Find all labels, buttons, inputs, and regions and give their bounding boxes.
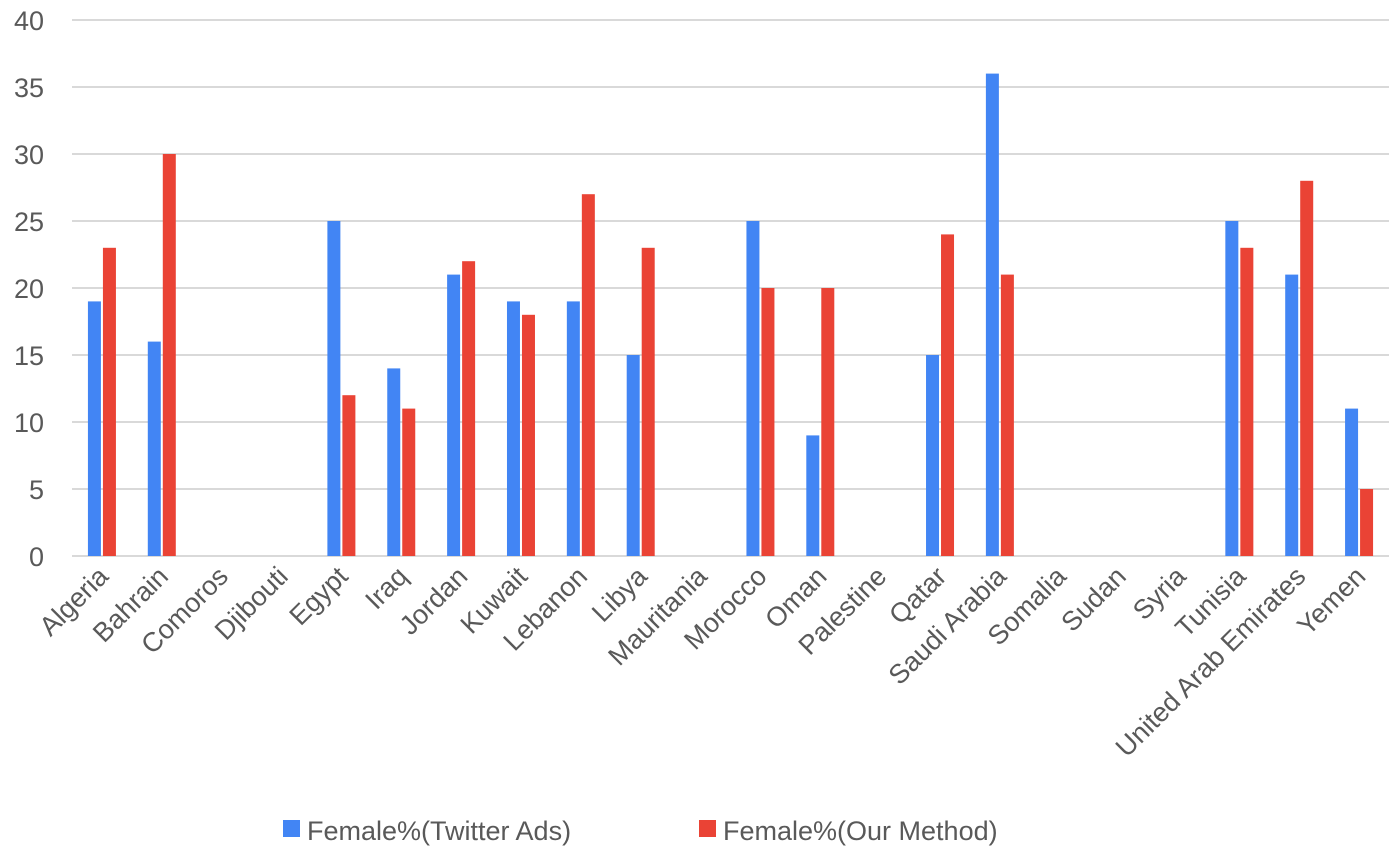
bar-our-method	[761, 288, 775, 556]
bar-twitter-ads	[387, 368, 401, 556]
bar-our-method	[1300, 180, 1314, 557]
legend-swatch	[699, 820, 716, 837]
bar-twitter-ads	[806, 435, 820, 556]
bar-our-method	[1000, 274, 1014, 556]
y-tick-label: 10	[14, 408, 44, 438]
bar-twitter-ads	[147, 341, 161, 556]
y-tick-label: 20	[14, 274, 44, 304]
bar-our-method	[402, 408, 416, 556]
bar-twitter-ads	[447, 274, 461, 556]
bar-twitter-ads	[1225, 221, 1239, 556]
bar-twitter-ads	[926, 355, 940, 556]
y-tick-label: 0	[29, 542, 44, 572]
legend-label: Female%(Our Method)	[723, 816, 998, 846]
bar-our-method	[1360, 489, 1374, 556]
legend-label: Female%(Twitter Ads)	[307, 816, 571, 846]
bar-our-method	[941, 234, 955, 556]
bar-our-method	[462, 261, 476, 556]
bar-twitter-ads	[87, 301, 101, 556]
bar-twitter-ads	[1285, 274, 1299, 556]
bar-our-method	[821, 288, 835, 556]
legend-swatch	[283, 820, 300, 837]
bar-our-method	[641, 247, 655, 557]
bar-twitter-ads	[985, 73, 999, 556]
y-tick-label: 25	[14, 207, 44, 237]
bar-twitter-ads	[566, 301, 580, 556]
legend: Female%(Twitter Ads) Female%(Our Method)	[283, 816, 998, 846]
bar-our-method	[342, 395, 356, 556]
bar-twitter-ads	[626, 355, 640, 556]
y-tick-label: 35	[14, 73, 44, 103]
bar-our-method	[102, 247, 116, 557]
y-tick-label: 40	[14, 6, 44, 36]
bar-our-method	[521, 314, 535, 556]
gridlines	[72, 19, 1389, 557]
bar-our-method	[1240, 247, 1254, 557]
y-axis-ticks: 0 5 10 15 20 25 30 35 40	[14, 6, 44, 572]
bar-our-method	[162, 154, 176, 556]
bar-our-method	[581, 194, 595, 556]
x-tick-label: Yemen	[1291, 561, 1371, 641]
y-tick-label: 5	[29, 475, 44, 505]
y-tick-label: 15	[14, 341, 44, 371]
x-tick-label: Egypt	[284, 561, 354, 631]
bar-twitter-ads	[746, 221, 760, 556]
x-tick-label: Sudan	[1055, 561, 1131, 637]
bar-twitter-ads	[327, 221, 341, 556]
y-tick-label: 30	[14, 140, 44, 170]
bar-twitter-ads	[1345, 408, 1359, 556]
x-tick-label: Jordan	[394, 561, 474, 641]
bar-twitter-ads	[506, 301, 520, 556]
bars	[87, 73, 1374, 557]
